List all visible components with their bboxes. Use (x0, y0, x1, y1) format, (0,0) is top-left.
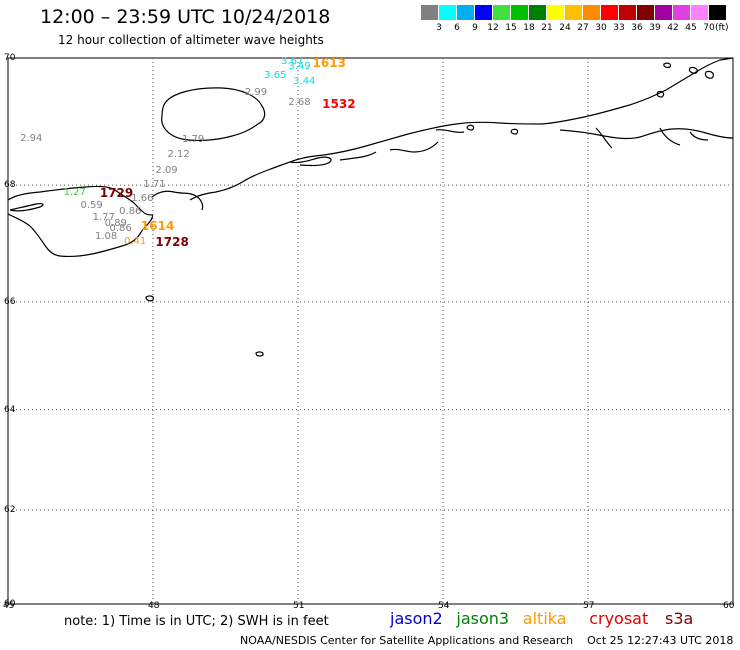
color-swatch (637, 5, 654, 20)
color-scale-label: 42 (667, 23, 679, 33)
small-island-2 (255, 351, 264, 357)
kanin-peninsula-coast (7, 185, 154, 257)
wave-height-label: 3.44 (293, 76, 316, 88)
graticule (8, 58, 733, 604)
color-scale-label: 21 (541, 23, 553, 33)
latitude-label: 64 (4, 404, 16, 415)
color-scale-label: 70 (703, 23, 715, 33)
small-island-5 (704, 70, 715, 79)
pass-time-label: 1728 (155, 235, 189, 250)
wave-height-label: 2.94 (20, 133, 43, 145)
wave-height-label: 1.08 (95, 230, 118, 242)
east-shore-detail (595, 127, 709, 149)
color-swatch (619, 5, 636, 20)
longitude-label: 57 (583, 601, 595, 611)
wave-height-label: 2.68 (288, 96, 311, 108)
map-frame (7, 57, 734, 605)
wave-height-label: 0.41 (124, 235, 147, 247)
latitude-label: 68 (4, 180, 16, 191)
color-swatch (601, 5, 618, 20)
color-swatch (493, 5, 510, 20)
wave-height-label: 1.77 (92, 211, 115, 223)
small-island-8 (466, 124, 475, 131)
color-scale-label: 3 (436, 23, 442, 33)
color-scale-label: 33 (613, 23, 625, 33)
footer-note: note: 1) Time is in UTC; 2) SWH is in fe… (64, 614, 329, 629)
kolguev-island-outline (161, 87, 266, 142)
color-scale-label: 36 (631, 23, 643, 33)
longitude-label: 51 (293, 601, 305, 611)
small-island-4 (688, 66, 698, 74)
wave-height-label: 3.65 (264, 69, 287, 81)
color-swatch (421, 5, 438, 20)
color-swatch (583, 5, 600, 20)
color-scale-label: 39 (649, 23, 661, 33)
legend-jason2: jason2 (390, 609, 443, 628)
color-swatch (673, 5, 690, 20)
wave-height-label: 0.59 (80, 199, 103, 211)
longitude-label: 60 (723, 601, 735, 611)
color-scale-label: 6 (454, 23, 460, 33)
wave-height-label: 3.49 (288, 60, 311, 72)
wave-height-label: 0.86 (109, 223, 132, 235)
map-title: 12:00 – 23:59 UTC 10/24/2018 (40, 6, 331, 28)
wave-height-label: 0.89 (104, 217, 127, 229)
wave-height-label: 2.09 (155, 164, 178, 176)
color-scale-label: 18 (523, 23, 535, 33)
wave-height-label: 3.67 (281, 55, 304, 67)
latitude-label: 62 (4, 505, 16, 516)
timestamp-text: Oct 25 12:27:43 UTC 2018 (587, 634, 734, 647)
wave-height-label: 2.12 (167, 149, 190, 161)
latitude-label: 66 (4, 296, 16, 307)
barents-mainland-coast (151, 57, 734, 211)
longitude-label: 48 (148, 601, 160, 611)
color-scale-unit: (ft) (715, 23, 729, 33)
color-scale-label: 24 (559, 23, 571, 33)
small-island-1 (145, 295, 155, 302)
wave-height-label: 0.86 (119, 205, 142, 217)
wave-height-label: 1.71 (143, 179, 166, 191)
wave-height-label: 1.27 (63, 186, 86, 198)
pass-time-label: 1613 (312, 55, 346, 70)
color-swatch (655, 5, 672, 20)
color-swatch (457, 5, 474, 20)
color-swatch (565, 5, 582, 20)
color-scale-label: 9 (472, 23, 478, 33)
legend-jason3: jason3 (456, 609, 510, 628)
pechora-delta-coast (289, 128, 734, 167)
color-swatch (439, 5, 456, 20)
color-scale-label: 30 (595, 23, 607, 33)
legend-s3a: s3a (665, 609, 694, 628)
pass-time-label: 1729 (99, 186, 134, 201)
pass-time-label: 1532 (322, 96, 356, 111)
color-scale-label: 27 (577, 23, 589, 33)
small-island-7 (510, 128, 519, 135)
longitude-label: 45 (3, 601, 15, 611)
credit-line: NOAA/NESDIS Center for Satellite Applica… (240, 634, 733, 647)
wave-height-label: 2.99 (244, 87, 268, 99)
legend-altika: altika (522, 609, 567, 628)
map-subtitle: 12 hour collection of altimeter wave hei… (58, 33, 324, 47)
color-swatch (709, 5, 726, 20)
pass-time-label: 1614 (140, 218, 175, 233)
color-scale-label: 45 (685, 23, 697, 33)
color-swatch (475, 5, 492, 20)
color-swatch (511, 5, 528, 20)
color-scale-label: 12 (487, 23, 499, 33)
coastline (7, 57, 734, 357)
small-island-6 (656, 90, 665, 98)
latitude-label: 70 (4, 53, 16, 63)
color-swatch (691, 5, 708, 20)
latitude-label: 60 (4, 599, 16, 609)
color-swatch (529, 5, 546, 20)
credit-text: NOAA/NESDIS Center for Satellite Applica… (240, 634, 574, 647)
color-scale-label: 15 (505, 23, 517, 33)
wave-height-label: 1.66 (131, 192, 154, 204)
color-swatch (547, 5, 564, 20)
wave-height-label: 1.79 (182, 133, 205, 145)
small-island-3 (663, 62, 672, 68)
legend-cryosat: cryosat (589, 609, 649, 628)
longitude-label: 54 (438, 601, 450, 611)
